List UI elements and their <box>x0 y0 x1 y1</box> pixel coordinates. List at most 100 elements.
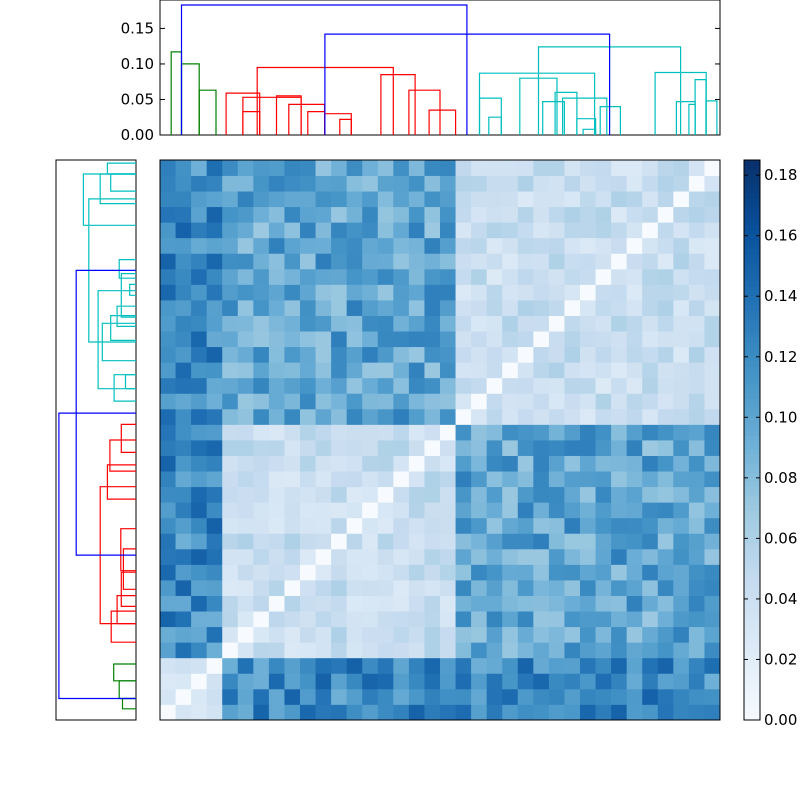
heatmap-cell <box>704 253 721 270</box>
heatmap-cell <box>222 191 239 208</box>
heatmap-cell <box>424 237 441 254</box>
heatmap-cell <box>502 642 519 659</box>
heatmap-cell <box>548 393 565 410</box>
heatmap-cell <box>611 346 628 363</box>
heatmap-cell <box>424 533 441 550</box>
heatmap-cell <box>533 222 550 239</box>
heatmap-cell <box>471 502 488 519</box>
heatmap-cell <box>408 222 425 239</box>
heatmap-cell <box>284 688 301 705</box>
heatmap-cell <box>704 595 721 612</box>
heatmap-cell <box>533 377 550 394</box>
heatmap-cell <box>611 440 628 456</box>
heatmap-cell <box>424 502 441 519</box>
heatmap-cell <box>315 393 332 410</box>
heatmap-cell <box>175 222 192 239</box>
heatmap-cell <box>175 424 192 441</box>
heatmap-cell <box>673 284 690 301</box>
colorbar-segment <box>744 692 760 698</box>
heatmap-cell <box>564 564 581 581</box>
heatmap-cell <box>471 253 488 270</box>
heatmap-cell <box>206 253 223 270</box>
heatmap-cell <box>393 486 410 503</box>
heatmap-cell <box>502 300 519 316</box>
heatmap-cell <box>486 160 503 176</box>
top-dendrogram-link <box>380 73 416 135</box>
heatmap-cell <box>548 704 565 721</box>
heatmap-cell <box>237 611 254 628</box>
heatmap-cell <box>626 191 643 208</box>
heatmap-cell <box>611 611 628 628</box>
heatmap-cell <box>175 300 192 316</box>
heatmap-cell <box>191 191 208 208</box>
heatmap-cell <box>284 284 301 301</box>
heatmap-cell <box>517 502 534 519</box>
heatmap-cell <box>471 315 488 332</box>
heatmap-cell <box>548 408 565 425</box>
heatmap-cell <box>502 346 519 363</box>
heatmap-cell <box>611 268 628 285</box>
heatmap-cell <box>704 237 721 254</box>
heatmap-cell <box>657 222 674 239</box>
heatmap-cell <box>206 346 223 363</box>
heatmap-cell <box>237 642 254 659</box>
heatmap-cell <box>284 673 301 690</box>
heatmap-cell <box>688 440 705 456</box>
heatmap-cell <box>222 611 239 628</box>
heatmap-cell <box>253 222 270 239</box>
heatmap-cell <box>331 688 348 705</box>
heatmap-cell <box>626 408 643 425</box>
heatmap-cell <box>300 315 316 332</box>
heatmap-cell <box>206 455 223 472</box>
heatmap-cell <box>362 315 379 332</box>
colorbar-segment <box>744 491 760 497</box>
heatmap-cell <box>517 564 534 581</box>
heatmap-cell <box>377 331 394 348</box>
colorbar-segment <box>744 528 760 534</box>
heatmap-cell <box>595 253 612 270</box>
heatmap-cell <box>222 331 239 348</box>
heatmap-cell <box>393 424 410 441</box>
heatmap-cell <box>548 268 565 285</box>
heatmap-cell <box>175 626 192 643</box>
heatmap-cell <box>222 284 239 301</box>
heatmap-cell <box>160 206 176 223</box>
heatmap-cell <box>408 548 425 565</box>
heatmap-cell <box>486 362 503 379</box>
heatmap-cell <box>206 222 223 239</box>
heatmap-cell <box>160 642 176 659</box>
heatmap-cell <box>191 517 208 534</box>
heatmap-cell <box>595 206 612 223</box>
top-dendrogram-link <box>561 97 608 135</box>
heatmap-cell <box>548 331 565 348</box>
heatmap-cell <box>533 346 550 363</box>
heatmap-cell <box>362 237 379 254</box>
heatmap-cell <box>673 595 690 612</box>
heatmap-cell <box>346 595 363 612</box>
heatmap-cell <box>222 486 239 503</box>
heatmap-cell <box>564 206 581 223</box>
left-dendrogram-link <box>106 162 136 175</box>
heatmap-cell <box>580 175 596 192</box>
heatmap-cell <box>580 548 596 565</box>
colorbar-segment <box>744 365 760 371</box>
heatmap-cell <box>222 657 239 674</box>
heatmap-cell <box>642 346 659 363</box>
heatmap-cell <box>502 611 519 628</box>
heatmap-cell <box>175 377 192 394</box>
heatmap-cell <box>595 440 612 456</box>
colorbar-segment <box>744 566 760 572</box>
heatmap-cell <box>564 362 581 379</box>
heatmap-cell <box>424 315 441 332</box>
heatmap-cell <box>377 206 394 223</box>
heatmap-cell <box>424 408 441 425</box>
heatmap-cell <box>626 611 643 628</box>
heatmap-cell <box>502 440 519 456</box>
heatmap-cell <box>346 548 363 565</box>
heatmap-cell <box>455 502 472 519</box>
heatmap-cell <box>704 160 721 176</box>
heatmap-cell <box>408 377 425 394</box>
heatmap-cell <box>533 657 550 674</box>
top-dendrogram-link <box>198 89 217 135</box>
heatmap-cell <box>206 440 223 456</box>
